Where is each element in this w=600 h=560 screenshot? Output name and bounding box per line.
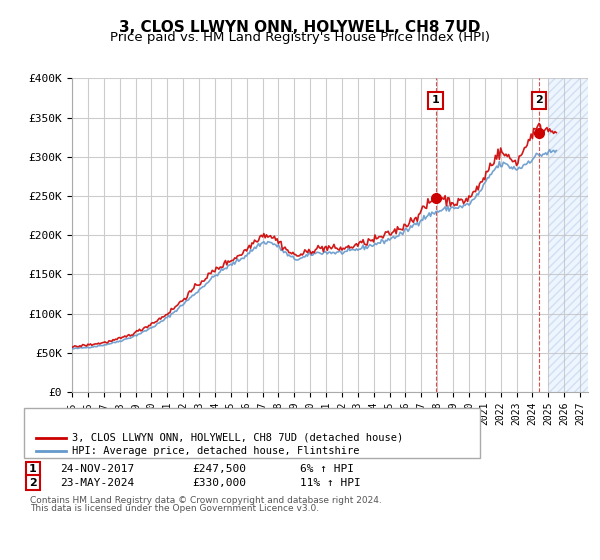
- Text: 1: 1: [432, 95, 439, 105]
- Text: 24-NOV-2017: 24-NOV-2017: [60, 464, 134, 474]
- Text: Price paid vs. HM Land Registry's House Price Index (HPI): Price paid vs. HM Land Registry's House …: [110, 31, 490, 44]
- Text: 6% ↑ HPI: 6% ↑ HPI: [300, 464, 354, 474]
- Text: £247,500: £247,500: [192, 464, 246, 474]
- Text: 11% ↑ HPI: 11% ↑ HPI: [300, 478, 361, 488]
- Text: 3, CLOS LLWYN ONN, HOLYWELL, CH8 7UD: 3, CLOS LLWYN ONN, HOLYWELL, CH8 7UD: [119, 20, 481, 35]
- Text: 2: 2: [535, 95, 542, 105]
- Bar: [548, 78, 588, 392]
- Bar: [548, 78, 588, 392]
- Text: HPI: Average price, detached house, Flintshire: HPI: Average price, detached house, Flin…: [72, 446, 359, 456]
- Text: 23-MAY-2024: 23-MAY-2024: [60, 478, 134, 488]
- Text: 3, CLOS LLWYN ONN, HOLYWELL, CH8 7UD (detached house): 3, CLOS LLWYN ONN, HOLYWELL, CH8 7UD (de…: [72, 433, 403, 443]
- Text: This data is licensed under the Open Government Licence v3.0.: This data is licensed under the Open Gov…: [30, 504, 319, 513]
- Text: 1: 1: [29, 464, 37, 474]
- Text: 2: 2: [29, 478, 37, 488]
- Text: £330,000: £330,000: [192, 478, 246, 488]
- Text: Contains HM Land Registry data © Crown copyright and database right 2024.: Contains HM Land Registry data © Crown c…: [30, 496, 382, 505]
